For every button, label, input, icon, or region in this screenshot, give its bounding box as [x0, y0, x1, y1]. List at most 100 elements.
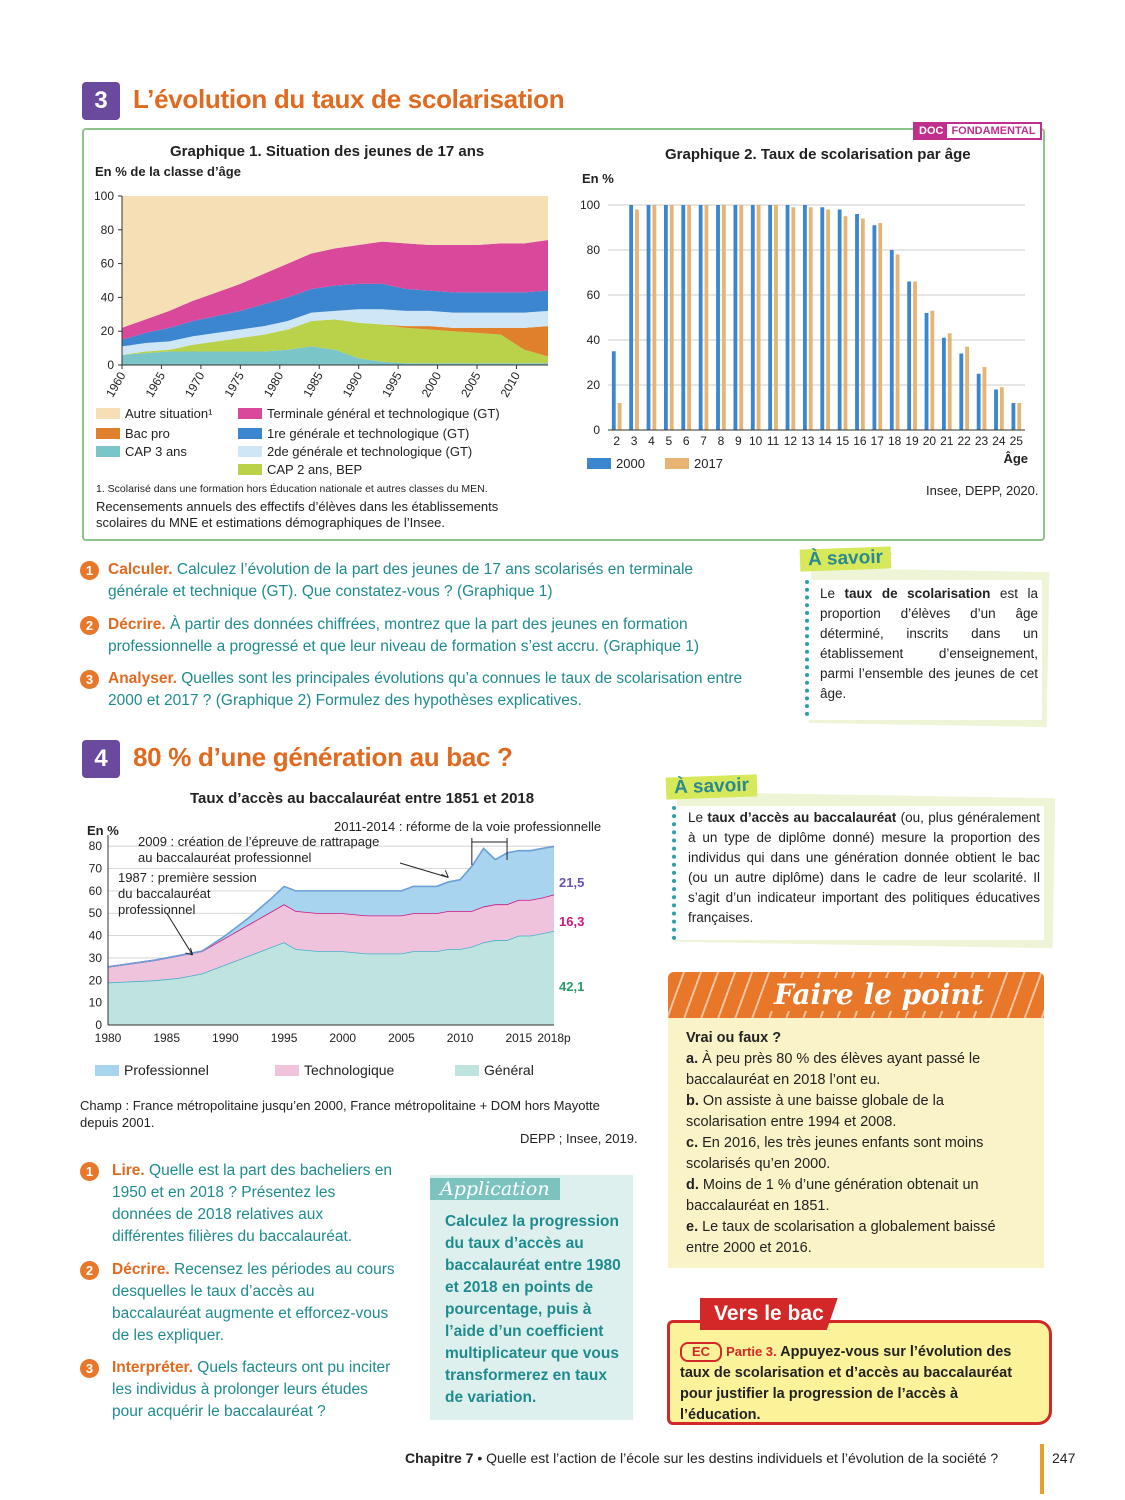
bac-legend-pro: Professionnel	[95, 1062, 209, 1078]
g2-xtick-label: 22	[958, 434, 972, 448]
g1-area-2	[122, 319, 548, 357]
g1-legend-cap2: CAP 2 ans, BEP	[238, 462, 362, 477]
vf-item-c: c. En 2016, les très jeunes enfants sont…	[686, 1135, 984, 1172]
g3-ytick-label: 70	[89, 862, 103, 876]
g2-bar-2017-8	[721, 205, 726, 430]
question-number: 3	[80, 1359, 99, 1378]
bac-legend-gen: Général	[455, 1062, 534, 1078]
g2-bar-2017-21	[947, 333, 952, 430]
g1-xtick-label: 1975	[221, 369, 247, 399]
g1-xtick-label: 1990	[340, 369, 366, 399]
application-box	[430, 1175, 633, 1420]
savoir-dots	[805, 580, 809, 716]
g2-xtick-label: 5	[665, 434, 672, 448]
g2-bar-2017-10	[756, 205, 761, 430]
question-number: 3	[80, 670, 99, 689]
g2-bar-2017-2	[617, 403, 622, 430]
g1-ytick-label: 40	[101, 290, 115, 304]
g2-bar-2017-19	[913, 281, 917, 430]
g2-xtick-label: 2	[613, 434, 620, 448]
graph1-footnote: 1. Scolarisé dans une formation hors Édu…	[96, 483, 488, 495]
g2-legend-2000: 2000	[587, 456, 645, 471]
question-2: Décrire. À partir des données chiffrées,…	[108, 616, 700, 655]
savoir-dots	[672, 806, 676, 940]
g2-bar-2017-5	[669, 205, 674, 430]
g1-area-5	[122, 239, 548, 340]
end-label-gen: 42,1	[559, 979, 585, 994]
g2-bar-2000-4	[646, 205, 651, 430]
g3-xtick-label: 2010	[447, 1031, 474, 1045]
g2-bar-2000-19	[907, 281, 912, 430]
g2-xtick-label: 8	[718, 434, 725, 448]
vers-le-bac-part: Partie 3.	[726, 1344, 777, 1359]
g2-xtick-label: 6	[683, 434, 690, 448]
g3-ytick-label: 50	[89, 906, 103, 920]
g1-area-3	[122, 309, 548, 355]
bracket-2011	[471, 838, 508, 843]
g2-bar-2000-8	[716, 205, 720, 430]
g2-ytick-label: 0	[593, 423, 600, 437]
g2-ytick-label: 100	[580, 198, 600, 212]
footer-chapter-line: Chapitre 7 • Quelle est l’action de l’éc…	[405, 1450, 999, 1466]
g2-bar-2017-15	[843, 216, 848, 430]
g2-bar-2017-22	[965, 346, 970, 430]
g3-xtick-label: 2000	[329, 1031, 356, 1045]
bac-chart-title: Taux d’accès au baccalauréat entre 1851 …	[190, 790, 535, 807]
g2-bar-2000-6	[681, 205, 686, 430]
section-number: 3	[82, 82, 120, 120]
g2-bar-2017-24	[999, 387, 1004, 430]
g2-xtick-label: 16	[853, 434, 867, 448]
g2-bar-2000-11	[768, 205, 773, 430]
g2-bar-2000-5	[663, 205, 668, 430]
g2-xtick-label: 19	[905, 434, 919, 448]
g1-ytick-label: 60	[101, 257, 115, 271]
g3-xtick-label: 2018p	[537, 1031, 571, 1045]
g2-bar-2017-14	[826, 209, 831, 430]
g2-bar-2017-16	[860, 218, 865, 430]
g2-ytick-label: 80	[587, 243, 601, 257]
arrow-2011	[471, 842, 508, 865]
g3-line-2	[107, 845, 555, 968]
g1-xtick-label: 1970	[182, 369, 208, 399]
g1-legend-bacpro: Bac pro	[96, 426, 170, 441]
g2-bar-2017-13	[808, 207, 813, 430]
g3-ytick-label: 30	[89, 951, 103, 965]
g2-bar-2000-22	[959, 353, 964, 430]
document-frame	[82, 128, 1045, 541]
question-number: 2	[80, 616, 99, 635]
g3-ytick-label: 60	[89, 884, 103, 898]
g1-legend-1re: 1re générale et technologique (GT)	[238, 426, 469, 441]
g2-bar-2017-23	[982, 367, 987, 430]
g2-bar-2017-11	[774, 205, 778, 430]
g2-bar-2000-15	[837, 209, 842, 430]
page-number: 247	[1052, 1450, 1076, 1466]
g1-legend-2de: 2de générale et technologique (GT)	[238, 444, 472, 459]
graph2-ylabel: En %	[582, 171, 614, 186]
g1-xtick-label: 1980	[261, 369, 287, 399]
g2-legend-2017: 2017	[665, 456, 723, 471]
g2-bar-2017-18	[895, 254, 900, 430]
question-number: 1	[80, 561, 99, 580]
g1-xtick-label: 1995	[379, 369, 405, 399]
g2-bar-2017-20	[930, 310, 935, 430]
g3-ytick-label: 40	[89, 929, 103, 943]
g2-bar-2000-3	[629, 205, 634, 430]
bac-source: DEPP ; Insee, 2019.	[520, 1131, 638, 1146]
g2-bar-2000-24	[994, 389, 998, 430]
g2-ytick-label: 40	[587, 333, 601, 347]
g2-bar-2017-6	[687, 205, 692, 430]
g2-bar-2000-2	[611, 351, 616, 430]
g3-xtick-label: 2005	[388, 1031, 415, 1045]
g2-xtick-label: 9	[735, 434, 742, 448]
vf-item-d: d. Moins de 1 % d’une génération obtenai…	[686, 1177, 979, 1214]
g1-ytick-label: 20	[101, 324, 115, 338]
g2-bar-2017-7	[704, 205, 709, 430]
g2-xtick-label: 11	[767, 434, 780, 448]
vers-le-bac-text: Appuyez-vous sur l’évolution des taux de…	[680, 1344, 1013, 1423]
g2-xlabel: Âge	[1003, 451, 1028, 466]
g2-xtick-label: 23	[975, 434, 989, 448]
g1-ytick-label: 80	[101, 223, 115, 237]
doc-badge-doc: DOC	[915, 124, 948, 138]
g3-xtick-label: 1985	[153, 1031, 180, 1045]
g2-xtick-label: 13	[801, 434, 815, 448]
